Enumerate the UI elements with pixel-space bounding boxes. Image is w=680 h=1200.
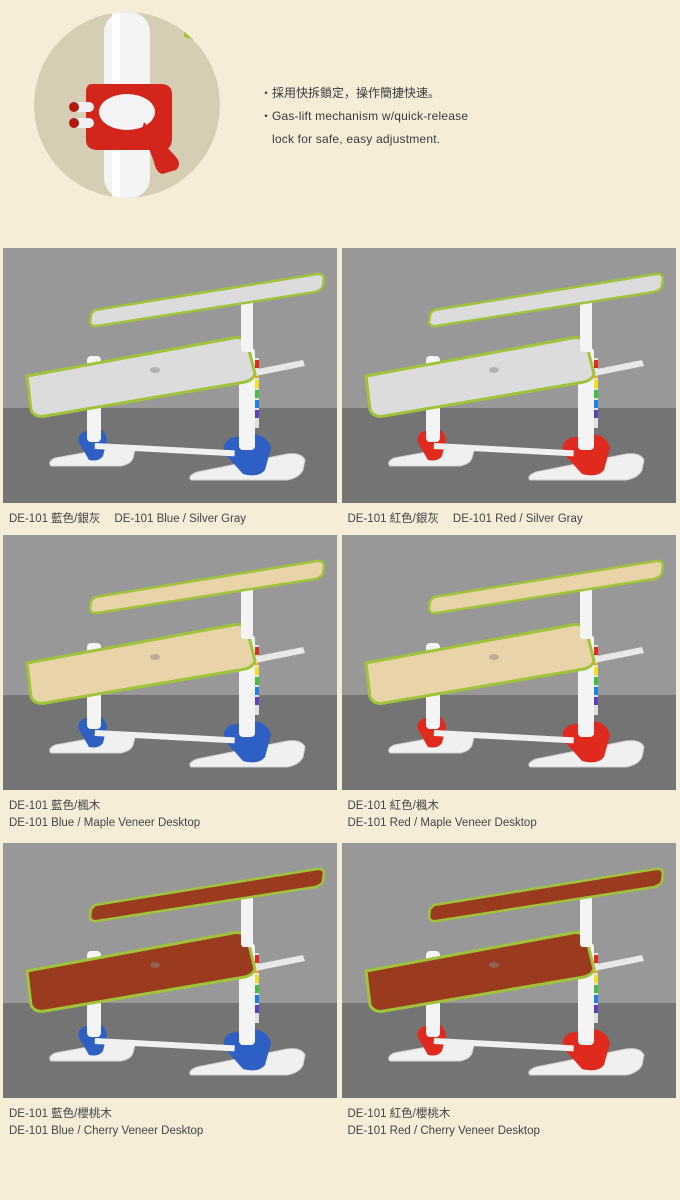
caption-en: DE-101 Blue / Maple Veneer Desktop [9,815,333,832]
product-image [3,248,337,503]
caption-zh: DE-101 紅色/櫻桃木 [348,1106,672,1123]
feature-detail-image [34,12,220,198]
product-cell: DE-101 藍色/櫻桃木DE-101 Blue / Cherry Veneer… [3,843,339,1151]
product-caption: DE-101 紅色/楓木DE-101 Red / Maple Veneer De… [342,790,678,843]
product-cell: DE-101 藍色/楓木DE-101 Blue / Maple Veneer D… [3,535,339,843]
product-caption: DE-101 紅色/櫻桃木DE-101 Red / Cherry Veneer … [342,1098,678,1151]
product-image [3,535,337,790]
bullet-icon: ・ [260,82,272,105]
caption-zh: DE-101 紅色/銀灰 [348,513,439,525]
caption-en: DE-101 Blue / Silver Gray [114,513,246,525]
product-image [342,248,676,503]
product-caption: DE-101 紅色/銀灰 DE-101 Red / Silver Gray [342,503,678,535]
product-cell: DE-101 紅色/銀灰 DE-101 Red / Silver Gray [342,248,678,535]
product-caption: DE-101 藍色/楓木DE-101 Blue / Maple Veneer D… [3,790,339,843]
product-row: DE-101 藍色/銀灰 DE-101 Blue / Silver Gray DE… [3,248,677,535]
product-image [342,535,676,790]
product-grid: DE-101 藍色/銀灰 DE-101 Blue / Silver Gray DE… [0,248,680,1150]
feature-text-en-2: lock for safe, easy adjustment. [272,128,440,151]
product-caption: DE-101 藍色/櫻桃木DE-101 Blue / Cherry Veneer… [3,1098,339,1151]
product-cell: DE-101 紅色/櫻桃木DE-101 Red / Cherry Veneer … [342,843,678,1151]
caption-zh: DE-101 藍色/櫻桃木 [9,1106,333,1123]
product-image [342,843,676,1098]
bullet-icon: ・ [260,105,272,128]
bullet-spacer [260,128,272,151]
product-cell: DE-101 藍色/銀灰 DE-101 Blue / Silver Gray [3,248,339,535]
feature-section: ・ 採用快拆鎖定，操作簡捷快速。 ・ Gas-lift mechanism w/… [0,0,680,248]
caption-en: DE-101 Red / Silver Gray [453,513,583,525]
product-caption: DE-101 藍色/銀灰 DE-101 Blue / Silver Gray [3,503,339,535]
product-row: DE-101 藍色/櫻桃木DE-101 Blue / Cherry Veneer… [3,843,677,1151]
caption-zh: DE-101 紅色/楓木 [348,798,672,815]
product-image [3,843,337,1098]
caption-en: DE-101 Red / Maple Veneer Desktop [348,815,672,832]
feature-text-zh: 採用快拆鎖定，操作簡捷快速。 [272,82,440,105]
product-cell: DE-101 紅色/楓木DE-101 Red / Maple Veneer De… [342,535,678,843]
feature-description: ・ 採用快拆鎖定，操作簡捷快速。 ・ Gas-lift mechanism w/… [220,12,468,150]
feature-text-en-1: Gas-lift mechanism w/quick-release [272,105,468,128]
caption-en: DE-101 Blue / Cherry Veneer Desktop [9,1123,333,1140]
caption-zh: DE-101 藍色/銀灰 [9,513,100,525]
caption-zh: DE-101 藍色/楓木 [9,798,333,815]
caption-en: DE-101 Red / Cherry Veneer Desktop [348,1123,672,1140]
product-row: DE-101 藍色/楓木DE-101 Blue / Maple Veneer D… [3,535,677,843]
